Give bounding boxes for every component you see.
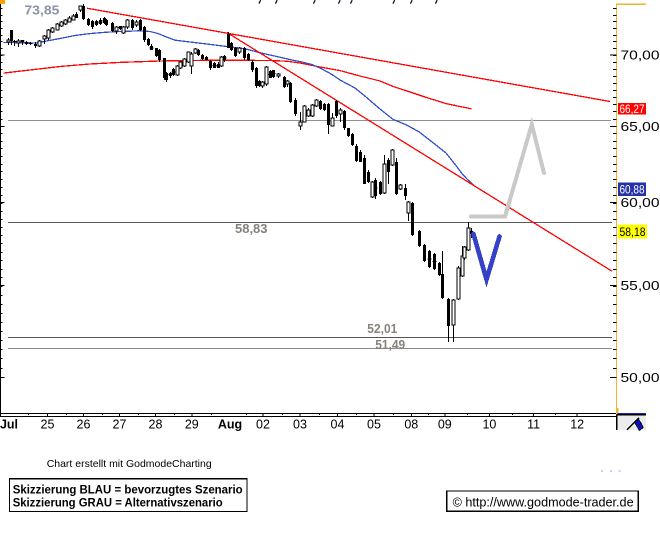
svg-text:25: 25: [41, 418, 55, 432]
svg-text:11: 11: [527, 418, 540, 432]
svg-text:58,18: 58,18: [620, 225, 646, 239]
svg-text:55,00: 55,00: [621, 279, 660, 293]
svg-text:12: 12: [570, 418, 584, 432]
svg-text:65,00: 65,00: [621, 120, 660, 134]
svg-text:52,01: 52,01: [367, 322, 397, 336]
svg-text:66,27: 66,27: [620, 102, 645, 116]
svg-text:60,00: 60,00: [621, 196, 660, 210]
svg-text:50,00: 50,00: [621, 371, 660, 385]
svg-text:Chart erstellt mit GodmodeChar: Chart erstellt mit GodmodeCharting: [47, 458, 212, 470]
svg-text:03: 03: [293, 418, 307, 432]
svg-text:29: 29: [185, 418, 199, 432]
svg-text:51,49: 51,49: [375, 338, 405, 352]
svg-text:27: 27: [113, 418, 127, 432]
svg-text:09: 09: [438, 418, 452, 432]
svg-text:Aug: Aug: [218, 418, 242, 432]
svg-text:© http://www.godmode-trader.de: © http://www.godmode-trader.de: [453, 495, 634, 509]
svg-text:02: 02: [256, 418, 270, 432]
svg-text:08: 08: [404, 418, 418, 432]
svg-text:58,83: 58,83: [235, 222, 268, 236]
svg-text:Jul: Jul: [0, 418, 18, 432]
svg-text:Skizzierung GRAU = Alternativs: Skizzierung GRAU = Alternativszenario: [13, 498, 223, 510]
svg-text:70,00: 70,00: [621, 49, 660, 63]
svg-text:10: 10: [482, 418, 496, 432]
svg-text:04: 04: [331, 418, 345, 432]
svg-text:05: 05: [367, 418, 381, 432]
svg-text:26: 26: [77, 418, 91, 432]
svg-text:60,88: 60,88: [620, 183, 645, 197]
svg-text:28: 28: [149, 418, 163, 432]
svg-text:73,85: 73,85: [24, 4, 59, 18]
svg-text:Skizzierung BLAU = bevorzugtes: Skizzierung BLAU = bevorzugtes Szenario: [13, 485, 243, 497]
